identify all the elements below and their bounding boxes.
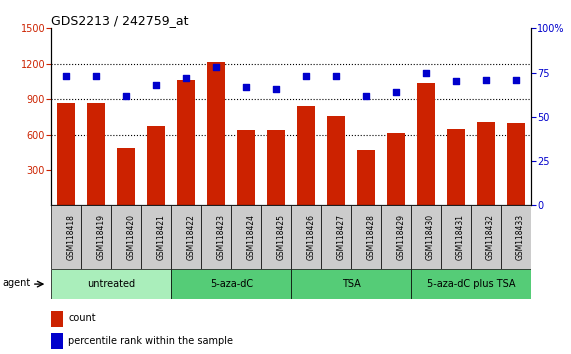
Text: TSA: TSA <box>342 279 360 289</box>
Point <box>452 79 461 84</box>
Text: GSM118424: GSM118424 <box>246 214 255 260</box>
Bar <box>57 103 75 205</box>
Point <box>212 64 221 70</box>
Point <box>122 93 131 98</box>
Bar <box>207 62 225 205</box>
Text: GSM118428: GSM118428 <box>366 214 375 260</box>
Text: agent: agent <box>3 278 31 287</box>
Point <box>392 89 401 95</box>
Point <box>361 93 371 98</box>
Bar <box>51 269 171 299</box>
Text: count: count <box>68 313 96 323</box>
Text: GSM118422: GSM118422 <box>186 214 195 260</box>
Text: GSM118431: GSM118431 <box>456 214 465 260</box>
Bar <box>327 116 345 205</box>
Bar <box>51 333 63 349</box>
Bar <box>321 205 351 269</box>
Point <box>152 82 161 88</box>
Bar <box>171 205 202 269</box>
Bar <box>411 205 441 269</box>
Bar <box>147 126 166 205</box>
Point <box>92 73 101 79</box>
Bar <box>238 130 255 205</box>
Bar <box>417 82 435 205</box>
Text: GSM118432: GSM118432 <box>486 214 495 260</box>
Point <box>182 75 191 81</box>
Text: 5-aza-dC: 5-aza-dC <box>210 279 253 289</box>
Point <box>332 73 341 79</box>
Bar <box>81 205 111 269</box>
Text: GSM118421: GSM118421 <box>156 214 166 260</box>
Text: GSM118430: GSM118430 <box>426 214 435 260</box>
Bar <box>477 121 495 205</box>
Bar <box>297 106 315 205</box>
Bar <box>357 150 375 205</box>
Bar <box>118 148 135 205</box>
Bar <box>291 205 321 269</box>
Text: GDS2213 / 242759_at: GDS2213 / 242759_at <box>51 14 189 27</box>
Bar <box>231 205 262 269</box>
Bar <box>381 205 411 269</box>
Text: GSM118419: GSM118419 <box>96 214 106 260</box>
Bar <box>87 103 105 205</box>
Bar <box>471 205 501 269</box>
Bar <box>411 269 531 299</box>
Text: GSM118425: GSM118425 <box>276 214 286 260</box>
Point <box>62 73 71 79</box>
Text: untreated: untreated <box>87 279 135 289</box>
Bar <box>507 123 525 205</box>
Bar <box>441 205 471 269</box>
Bar <box>261 205 291 269</box>
Bar <box>177 80 195 205</box>
Point <box>481 77 490 82</box>
Text: GSM118427: GSM118427 <box>336 214 345 260</box>
Bar <box>171 269 291 299</box>
Bar <box>291 269 411 299</box>
Point <box>512 77 521 82</box>
Bar <box>51 205 82 269</box>
Text: 5-aza-dC plus TSA: 5-aza-dC plus TSA <box>427 279 515 289</box>
Bar <box>51 311 63 327</box>
Text: GSM118418: GSM118418 <box>66 214 75 260</box>
Bar <box>202 205 231 269</box>
Bar <box>111 205 142 269</box>
Bar <box>387 133 405 205</box>
Point <box>272 86 281 91</box>
Bar <box>501 205 531 269</box>
Text: GSM118426: GSM118426 <box>306 214 315 260</box>
Bar <box>447 129 465 205</box>
Text: GSM118429: GSM118429 <box>396 214 405 260</box>
Bar <box>267 130 286 205</box>
Text: percentile rank within the sample: percentile rank within the sample <box>68 336 233 346</box>
Bar <box>142 205 171 269</box>
Bar <box>351 205 381 269</box>
Point <box>421 70 431 75</box>
Text: GSM118433: GSM118433 <box>516 214 525 260</box>
Text: GSM118423: GSM118423 <box>216 214 226 260</box>
Point <box>242 84 251 90</box>
Text: GSM118420: GSM118420 <box>126 214 135 260</box>
Point <box>301 73 311 79</box>
